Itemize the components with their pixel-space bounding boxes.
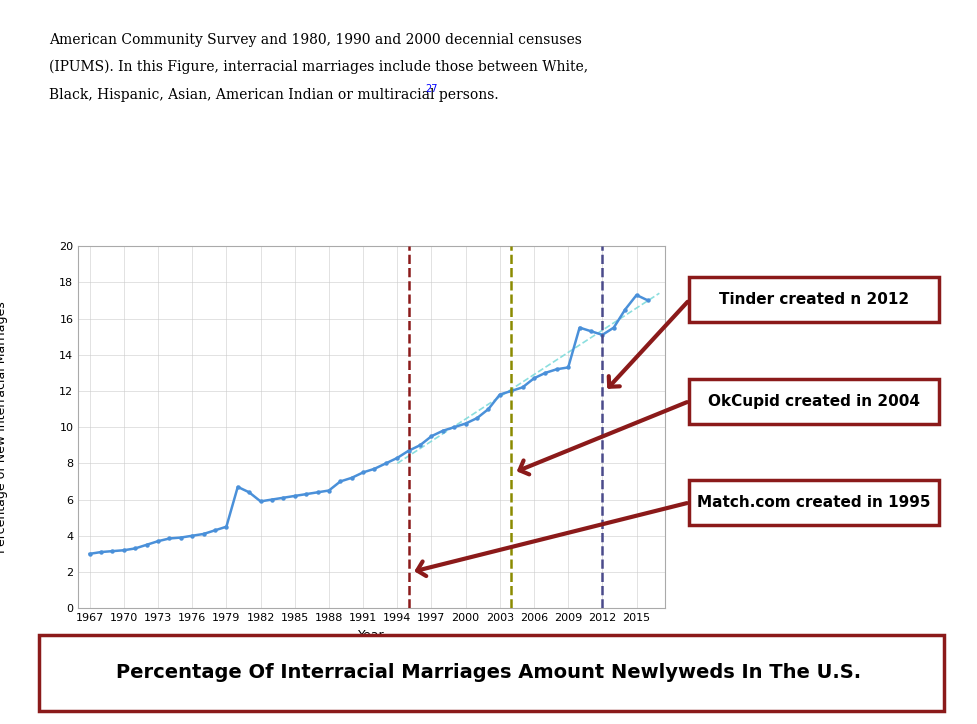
- Y-axis label: Percentage of New Interracial Marriages: Percentage of New Interracial Marriages: [0, 301, 8, 553]
- Text: American Community Survey and 1980, 1990 and 2000 decennial censuses: American Community Survey and 1980, 1990…: [49, 33, 581, 46]
- Text: Match.com created in 1995: Match.com created in 1995: [697, 495, 930, 510]
- Text: OkCupid created in 2004: OkCupid created in 2004: [707, 394, 919, 408]
- Text: Black, Hispanic, Asian, American Indian or multiracial persons.: Black, Hispanic, Asian, American Indian …: [49, 88, 498, 101]
- Text: (IPUMS). In this Figure, interracial marriages include those between White,: (IPUMS). In this Figure, interracial mar…: [49, 60, 587, 75]
- X-axis label: Year: Year: [358, 628, 385, 641]
- Text: 27: 27: [425, 84, 438, 94]
- Text: Tinder created n 2012: Tinder created n 2012: [718, 292, 909, 307]
- Text: Percentage Of Interracial Marriages Amount Newlyweds In The U.S.: Percentage Of Interracial Marriages Amou…: [116, 663, 861, 683]
